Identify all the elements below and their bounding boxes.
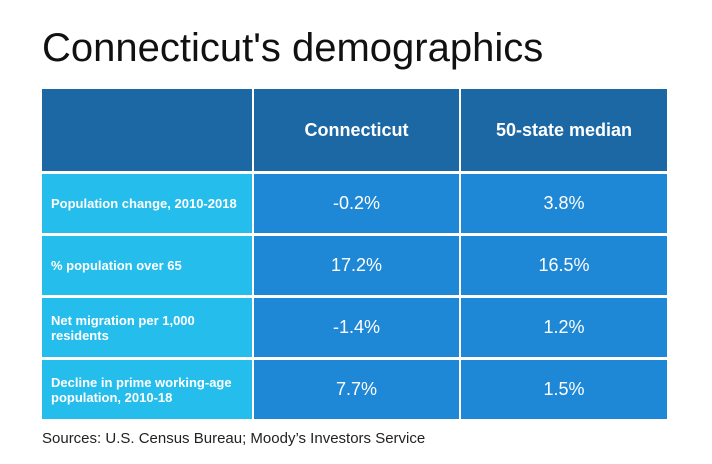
- header-connecticut: Connecticut: [254, 89, 459, 171]
- value-connecticut-population-change: -0.2%: [254, 174, 459, 233]
- row-label-net-migration: Net migration per 1,000 residents: [42, 298, 252, 357]
- demographics-table: Connecticut 50-state median Population c…: [42, 89, 667, 419]
- value-median-prime-working-age: 1.5%: [461, 360, 667, 419]
- value-median-net-migration: 1.2%: [461, 298, 667, 357]
- row-label-population-change: Population change, 2010-2018: [42, 174, 252, 233]
- value-connecticut-net-migration: -1.4%: [254, 298, 459, 357]
- value-connecticut-population-over-65: 17.2%: [254, 236, 459, 295]
- page-title: Connecticut's demographics: [42, 26, 544, 70]
- value-connecticut-prime-working-age: 7.7%: [254, 360, 459, 419]
- row-label-prime-working-age: Decline in prime working-age population,…: [42, 360, 252, 419]
- value-median-population-over-65: 16.5%: [461, 236, 667, 295]
- row-label-population-over-65: % population over 65: [42, 236, 252, 295]
- header-50-state-median: 50-state median: [461, 89, 667, 171]
- source-note: Sources: U.S. Census Bureau; Moody’s Inv…: [42, 430, 426, 447]
- value-median-population-change: 3.8%: [461, 174, 667, 233]
- header-blank-cell: [42, 89, 252, 171]
